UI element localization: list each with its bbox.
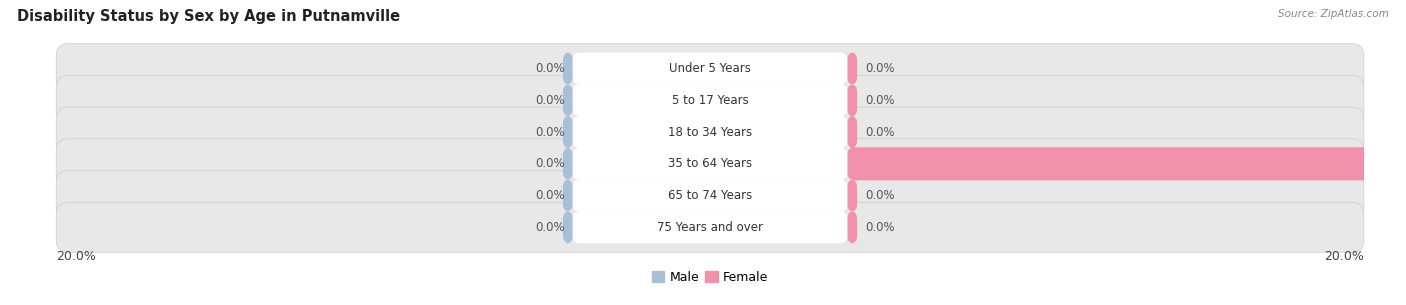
FancyBboxPatch shape — [56, 170, 1364, 221]
Text: 20.0%: 20.0% — [1324, 250, 1364, 263]
FancyBboxPatch shape — [562, 116, 572, 149]
FancyBboxPatch shape — [572, 148, 848, 180]
FancyBboxPatch shape — [848, 211, 858, 244]
FancyBboxPatch shape — [848, 116, 858, 149]
FancyBboxPatch shape — [572, 52, 848, 84]
FancyBboxPatch shape — [572, 84, 848, 116]
Text: 0.0%: 0.0% — [534, 157, 565, 170]
Text: 0.0%: 0.0% — [534, 221, 565, 234]
FancyBboxPatch shape — [56, 139, 1364, 189]
Text: Source: ZipAtlas.com: Source: ZipAtlas.com — [1278, 9, 1389, 19]
FancyBboxPatch shape — [848, 179, 858, 212]
Text: 0.0%: 0.0% — [865, 126, 896, 138]
FancyBboxPatch shape — [562, 52, 572, 85]
FancyBboxPatch shape — [562, 147, 572, 180]
Text: 0.0%: 0.0% — [534, 189, 565, 202]
Text: 0.0%: 0.0% — [534, 94, 565, 107]
Text: 0.0%: 0.0% — [865, 189, 896, 202]
Legend: Male, Female: Male, Female — [647, 266, 773, 289]
Text: 0.0%: 0.0% — [865, 221, 896, 234]
Text: 20.0%: 20.0% — [56, 250, 96, 263]
FancyBboxPatch shape — [56, 44, 1364, 94]
FancyBboxPatch shape — [56, 75, 1364, 125]
FancyBboxPatch shape — [56, 202, 1364, 252]
Text: 0.0%: 0.0% — [865, 62, 896, 75]
Text: 0.0%: 0.0% — [865, 94, 896, 107]
FancyBboxPatch shape — [848, 147, 1406, 180]
Text: 0.0%: 0.0% — [534, 126, 565, 138]
FancyBboxPatch shape — [572, 116, 848, 148]
Text: 65 to 74 Years: 65 to 74 Years — [668, 189, 752, 202]
Text: 35 to 64 Years: 35 to 64 Years — [668, 157, 752, 170]
FancyBboxPatch shape — [848, 52, 858, 85]
FancyBboxPatch shape — [572, 211, 848, 243]
FancyBboxPatch shape — [562, 84, 572, 117]
Text: 0.0%: 0.0% — [534, 62, 565, 75]
FancyBboxPatch shape — [56, 107, 1364, 157]
Text: 75 Years and over: 75 Years and over — [657, 221, 763, 234]
Text: 18 to 34 Years: 18 to 34 Years — [668, 126, 752, 138]
FancyBboxPatch shape — [562, 179, 572, 212]
Text: Disability Status by Sex by Age in Putnamville: Disability Status by Sex by Age in Putna… — [17, 9, 399, 24]
Text: 5 to 17 Years: 5 to 17 Years — [672, 94, 748, 107]
FancyBboxPatch shape — [562, 211, 572, 244]
FancyBboxPatch shape — [848, 84, 858, 117]
FancyBboxPatch shape — [572, 180, 848, 212]
Text: Under 5 Years: Under 5 Years — [669, 62, 751, 75]
